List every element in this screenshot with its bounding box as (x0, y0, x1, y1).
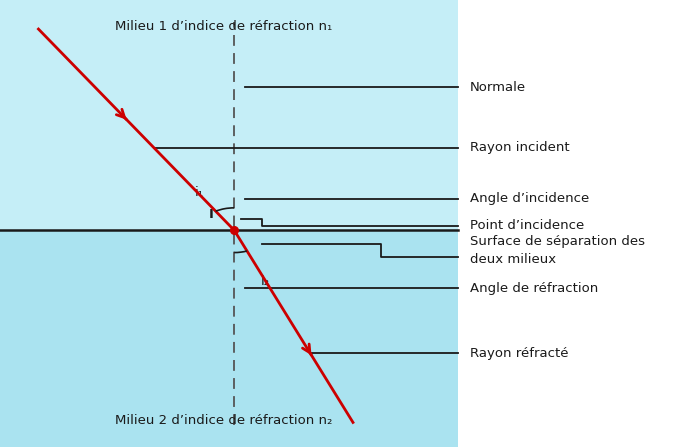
Text: i₂: i₂ (261, 275, 271, 288)
Text: Surface de séparation des
deux milieux: Surface de séparation des deux milieux (470, 235, 644, 266)
Text: Normale: Normale (470, 80, 526, 94)
Text: Rayon incident: Rayon incident (470, 141, 570, 154)
Text: I: I (208, 208, 213, 221)
Text: Rayon réfracté: Rayon réfracté (470, 346, 568, 360)
Text: Angle de réfraction: Angle de réfraction (470, 282, 598, 295)
Text: Point d’incidence: Point d’incidence (470, 219, 584, 232)
Bar (0, 0, 458, 230)
Text: i₁: i₁ (195, 186, 203, 199)
Text: Milieu 1 d’indice de réfraction n₁: Milieu 1 d’indice de réfraction n₁ (115, 20, 333, 33)
Text: Milieu 2 d’indice de réfraction n₂: Milieu 2 d’indice de réfraction n₂ (115, 414, 333, 427)
Text: Angle d’incidence: Angle d’incidence (470, 192, 589, 206)
Bar (0, 230, 458, 447)
